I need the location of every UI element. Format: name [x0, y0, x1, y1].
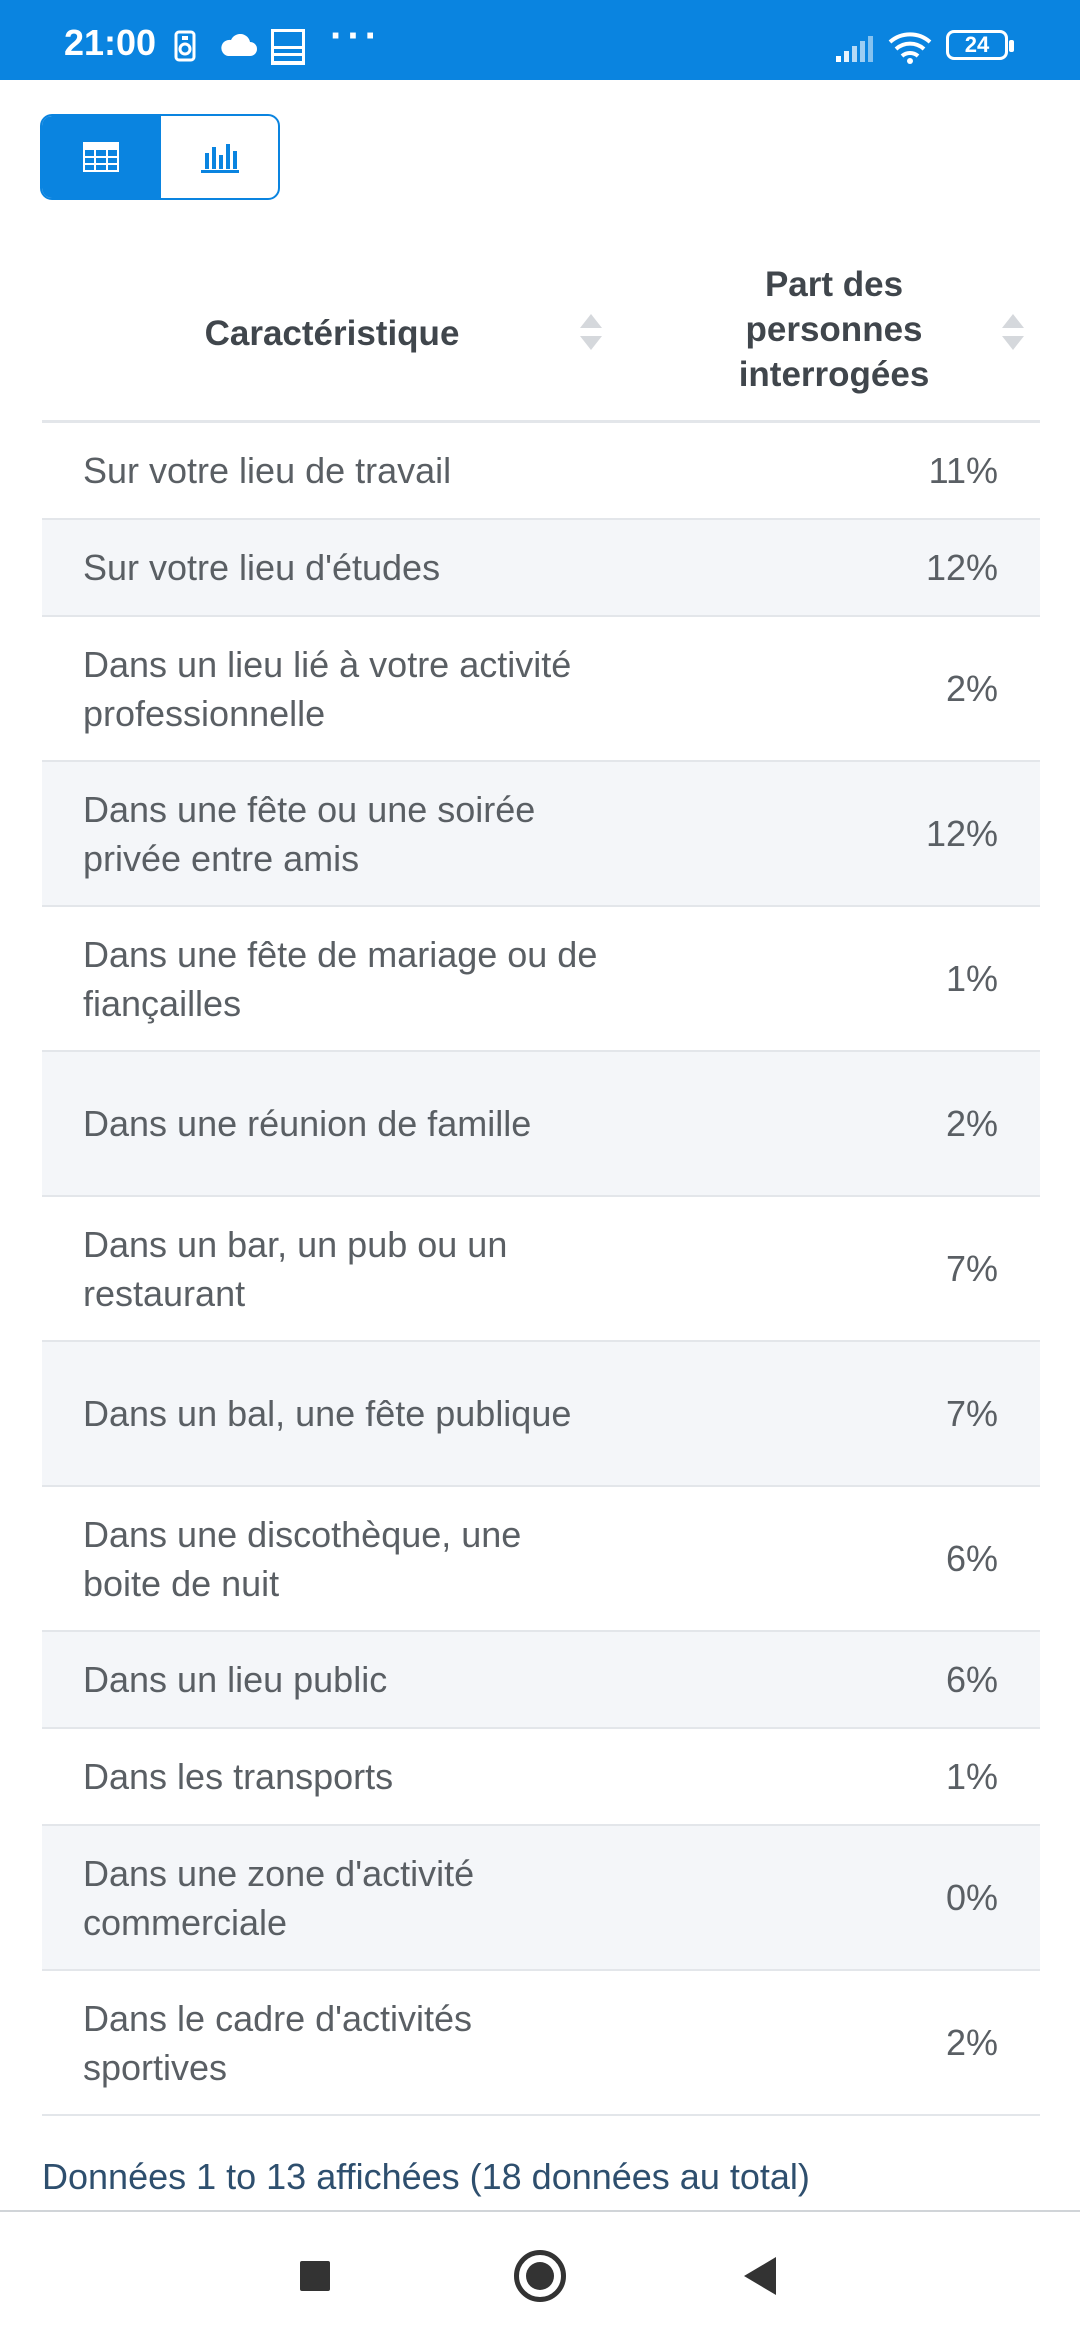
row-value: 2%	[945, 1102, 998, 1144]
wifi-icon	[888, 32, 932, 64]
data-table: Caractéristique Part des personnes inter…	[42, 248, 1040, 2116]
divider	[0, 2210, 1080, 2212]
battery-icon: 24	[946, 30, 1014, 60]
table-header: Caractéristique Part des personnes inter…	[42, 248, 1040, 423]
table-row: Dans les transports 1%	[42, 1729, 1040, 1826]
view-toggle	[40, 114, 280, 200]
sim-card-icon	[174, 30, 196, 62]
row-value: 11%	[928, 449, 998, 491]
cloud-icon	[221, 34, 257, 56]
row-value: 12%	[925, 546, 998, 588]
row-label: Dans un bal, une fête publique	[83, 1393, 572, 1434]
table-row: Sur votre lieu d'études 12%	[42, 520, 1040, 617]
table-view-button[interactable]	[42, 116, 159, 198]
chart-view-button[interactable]	[159, 116, 278, 198]
table-row: Dans une zone d'activité commerciale 0%	[42, 1826, 1040, 1971]
table-icon	[82, 142, 119, 172]
row-label: Dans une réunion de famille	[83, 1103, 532, 1144]
pagination-info: Données 1 to 13 affichées (18 données au…	[42, 2156, 810, 2197]
row-value: 6%	[945, 1537, 998, 1579]
table-row: Dans un bar, un pub ou un restaurant 7%	[42, 1197, 1040, 1342]
row-value: 1%	[945, 957, 998, 999]
row-value: 7%	[945, 1247, 998, 1289]
row-label: Dans une fête ou une soirée privée entre…	[83, 788, 536, 879]
table-row: Dans une fête ou une soirée privée entre…	[42, 762, 1040, 907]
row-label: Dans un bar, un pub ou un restaurant	[83, 1223, 508, 1314]
row-value: 2%	[945, 2021, 998, 2063]
home-button[interactable]	[514, 2250, 566, 2302]
row-label: Dans un lieu public	[83, 1659, 388, 1700]
row-label: Dans le cadre d'activités sportives	[83, 1997, 473, 2088]
bar-chart-icon	[200, 144, 239, 173]
table-row: Dans le cadre d'activités sportives 2%	[42, 1971, 1040, 2116]
table-row: Dans un bal, une fête publique 7%	[42, 1342, 1040, 1487]
table-row: Dans un lieu public 6%	[42, 1632, 1040, 1729]
more-indicator: ···	[330, 14, 382, 58]
row-value: 1%	[945, 1755, 998, 1797]
table-row: Dans une discothèque, une boite de nuit …	[42, 1487, 1040, 1632]
recents-button[interactable]	[300, 2261, 330, 2291]
row-label: Dans un lieu lié à votre activité profes…	[83, 643, 572, 734]
table-row: Dans un lieu lié à votre activité profes…	[42, 617, 1040, 762]
column-header-caracteristique[interactable]: Caractéristique	[204, 314, 460, 353]
table-row: Sur votre lieu de travail 11%	[42, 423, 1040, 520]
table-row: Dans une fête de mariage ou de fiançaill…	[42, 907, 1040, 1052]
sort-icon[interactable]	[1002, 314, 1024, 350]
signal-icon	[836, 36, 873, 62]
row-value: 7%	[945, 1392, 998, 1434]
app-badge-icon	[271, 29, 305, 65]
table-row: Dans une réunion de famille 2%	[42, 1052, 1040, 1197]
back-button[interactable]	[744, 2257, 776, 2295]
sort-icon[interactable]	[580, 314, 602, 350]
row-value: 0%	[945, 1876, 998, 1918]
status-time: 21:00	[64, 22, 157, 63]
row-label: Dans les transports	[83, 1756, 394, 1797]
row-value: 6%	[945, 1658, 998, 1700]
row-label: Dans une fête de mariage ou de fiançaill…	[83, 933, 598, 1024]
row-value: 12%	[925, 812, 998, 854]
status-bar: 21:00 ··· 24	[0, 0, 1080, 80]
row-label: Sur votre lieu de travail	[83, 450, 452, 491]
row-label: Dans une discothèque, une boite de nuit	[83, 1513, 522, 1604]
navigation-bar	[0, 2212, 1080, 2340]
column-header-part[interactable]: Part des personnes interrogées	[738, 265, 930, 394]
row-label: Dans une zone d'activité commerciale	[83, 1852, 475, 1943]
row-label: Sur votre lieu d'études	[83, 547, 441, 588]
row-value: 2%	[945, 667, 998, 709]
